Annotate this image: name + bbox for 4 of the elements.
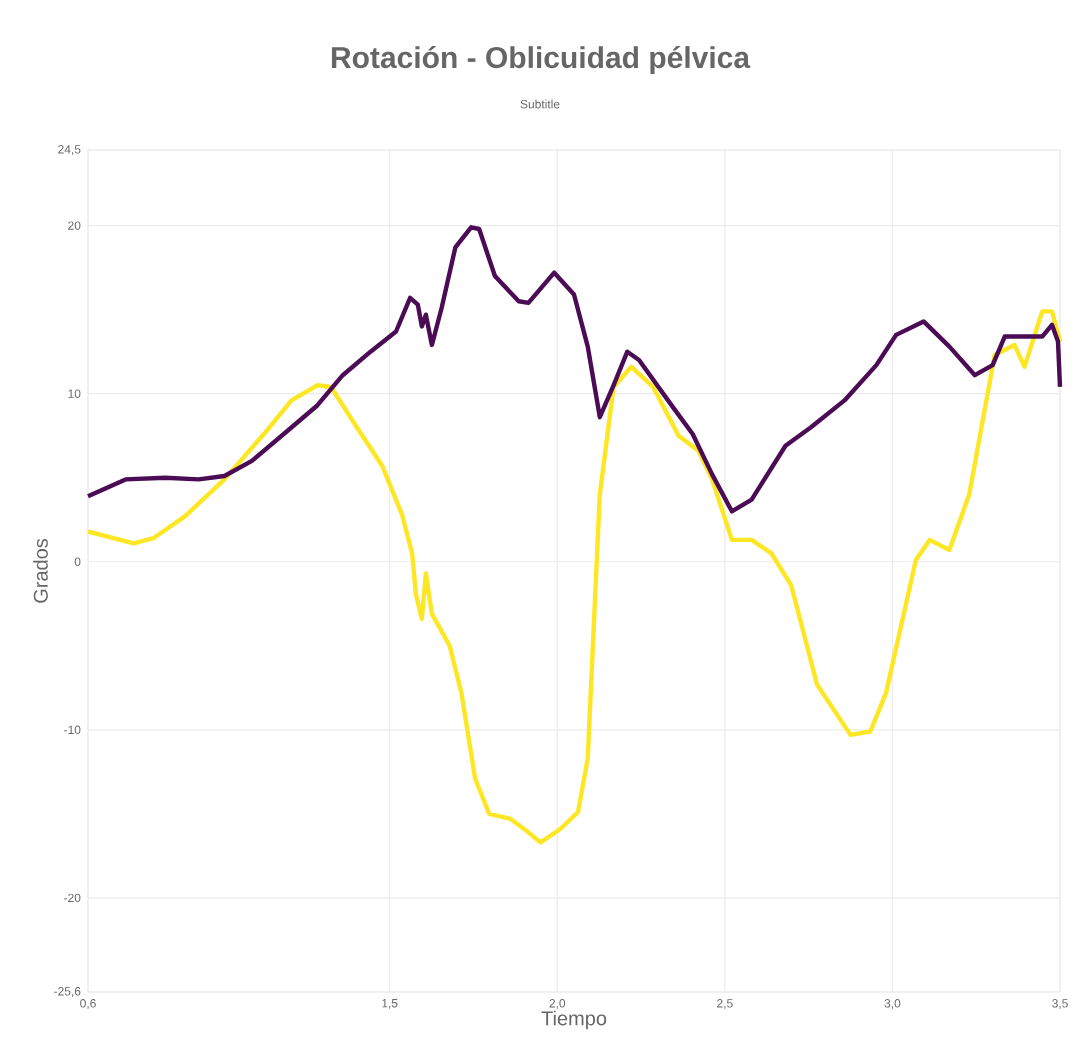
- y-axis-title: Grados: [33, 538, 48, 603]
- chart-title: Rotación - Oblicuidad pélvica: [331, 45, 751, 75]
- x-axis-title: Tiempo: [541, 1010, 607, 1030]
- line-series: [85, 309, 1063, 845]
